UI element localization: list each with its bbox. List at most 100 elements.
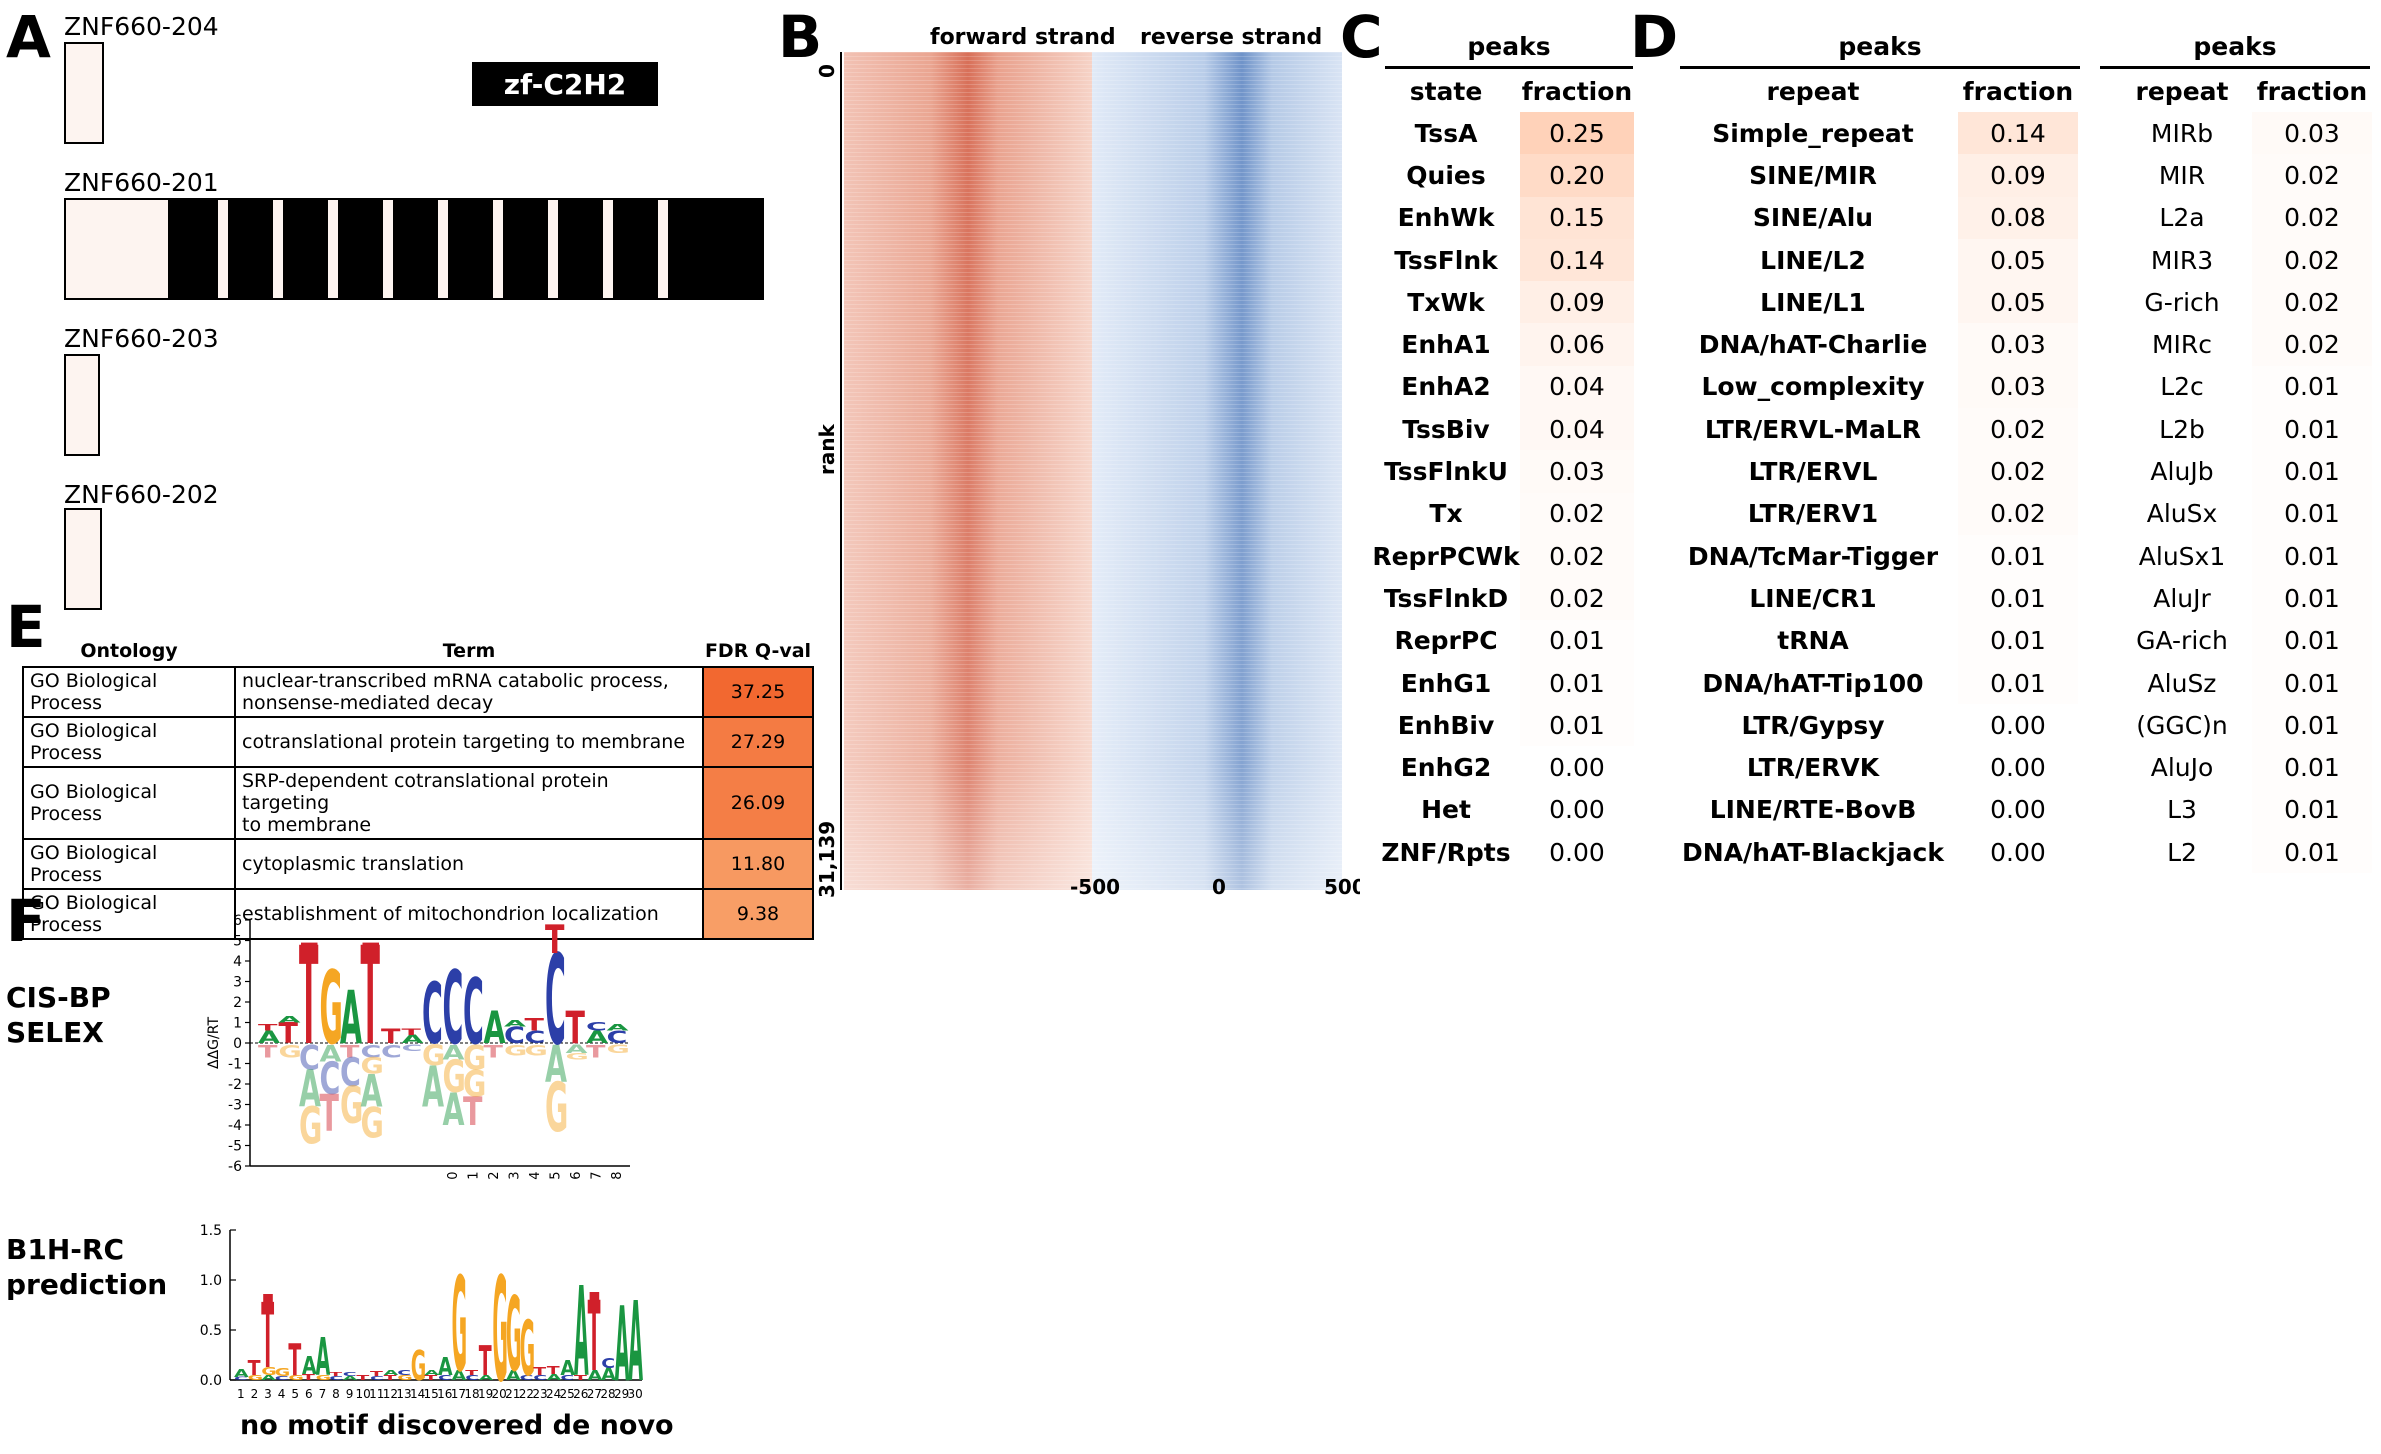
- table-row: LINE/L1 0.05: [1668, 281, 2078, 324]
- row-label: TssFlnkU: [1384, 457, 1508, 487]
- table-row: LTR/Gypsy 0.00: [1668, 704, 2078, 747]
- b1h-letter-A: A: [424, 1369, 439, 1377]
- ddg-letter-T: T: [320, 1084, 339, 1143]
- table-row: ReprPCWk 0.02: [1372, 534, 1634, 578]
- b1h-position: 8: [332, 1387, 340, 1401]
- ddg-letter-T: T: [566, 1001, 586, 1054]
- ddg-letter-T: T: [586, 1041, 605, 1061]
- col-repeat-family: repeat: [1766, 76, 1860, 106]
- row-fraction: 0.01: [2252, 492, 2372, 535]
- row-fraction: 0.00: [1958, 746, 2078, 789]
- row-label: MIRb: [2150, 118, 2214, 148]
- table-row: Het 0.00: [1372, 788, 1634, 832]
- go-fdr-qval: 27.29: [702, 716, 814, 768]
- ddg-tick: 4: [233, 954, 242, 970]
- row-label: AluSz: [2147, 668, 2217, 698]
- go-term: nuclear-transcribed mRNA catabolic proce…: [234, 666, 704, 718]
- b1h-position: 17: [451, 1387, 466, 1401]
- ddg-position: 12: [487, 1171, 502, 1180]
- panel-letter-a: A: [6, 3, 51, 71]
- row-fraction: 0.02: [1958, 408, 2078, 451]
- table-row: LTR/ERV1 0.02: [1668, 492, 2078, 535]
- b1h-letter-T: T: [329, 1371, 343, 1377]
- row-label: Het: [1421, 795, 1471, 825]
- row-fraction: 0.02: [1958, 492, 2078, 535]
- go-term: cytoplasmic translation: [234, 838, 704, 890]
- go-fdr-qval: 26.09: [702, 766, 814, 840]
- row-fraction: 0.03: [1520, 450, 1634, 493]
- table-row: MIR3 0.02: [2112, 238, 2372, 282]
- row-fraction: 0.01: [2252, 577, 2372, 620]
- isoform-label-203: ZNF660-203: [64, 324, 219, 353]
- row-label: AluSx1: [2138, 541, 2226, 571]
- go-ontology: GO Biological Process: [22, 838, 236, 890]
- table-row: AluJr 0.01: [2112, 577, 2372, 620]
- row-fraction: 0.01: [2252, 619, 2372, 662]
- row-label: LINE/CR1: [1749, 583, 1877, 613]
- b1h-position: 25: [560, 1387, 575, 1401]
- table-row: TssFlnk 0.14: [1372, 238, 1634, 282]
- b1h-letter-C: C: [370, 1375, 384, 1381]
- ddg-letter-C: C: [504, 1023, 525, 1049]
- go-term-row: GO Biological Process nuclear-transcribed…: [22, 666, 814, 718]
- row-fraction: 0.01: [2252, 831, 2372, 874]
- row-fraction: 0.00: [1520, 746, 1634, 789]
- ddg-letter-G: G: [566, 1052, 589, 1062]
- table-row: G-rich 0.02: [2112, 281, 2372, 324]
- b1h-letter-T: T: [574, 1374, 587, 1382]
- col-repeat-subfamily: repeat: [2135, 76, 2229, 106]
- row-label: EnhBiv: [1397, 710, 1495, 740]
- table-row: MIRc 0.02: [2112, 323, 2372, 366]
- table-row: MIR 0.02: [2112, 154, 2372, 197]
- ddg-letter-C: C: [586, 1021, 607, 1034]
- row-label: AluJr: [2153, 583, 2211, 613]
- row-fraction: 0.09: [1958, 154, 2078, 197]
- table-row: TssA 0.25: [1372, 112, 1634, 155]
- b1h-letter-A: A: [615, 1285, 630, 1405]
- table-row: AluJo 0.01: [2112, 746, 2372, 789]
- ddg-letter-C: C: [443, 949, 464, 1067]
- b1h-label: B1H-RC prediction: [6, 1232, 167, 1302]
- peaks-rule-d1: [1680, 66, 2080, 69]
- repeat-subfamily-table: repeat fraction MIRb 0.03 MIR 0.02 L2a 0.02 MIR…: [2112, 70, 2372, 874]
- ddg-letter-A: A: [545, 1035, 567, 1094]
- ddg-tick: -5: [228, 1139, 242, 1155]
- ddg-letter-G: G: [463, 1039, 486, 1078]
- row-label: AluJo: [2150, 753, 2214, 783]
- b1h-letter-A: A: [560, 1356, 575, 1380]
- ddg-letter-G: G: [443, 1050, 466, 1103]
- row-label: GA-rich: [2136, 626, 2228, 656]
- row-fraction: 0.00: [1520, 831, 1634, 874]
- ddg-letter-C: C: [299, 1039, 320, 1078]
- row-fraction: 0.01: [2252, 408, 2372, 451]
- isoform-bar-202: [64, 508, 102, 610]
- b1h-letter-T: T: [588, 1283, 601, 1394]
- b1h-letter-A: A: [588, 1368, 603, 1384]
- b1h-letter-A: A: [343, 1375, 358, 1381]
- row-label: DNA/hAT-Charlie: [1698, 330, 1928, 360]
- ddg-tick: 5: [233, 934, 242, 950]
- row-label: SINE/MIR: [1749, 160, 1877, 190]
- ddg-letter-A: A: [443, 1083, 465, 1136]
- row-label: EnhA2: [1401, 372, 1491, 402]
- ddg-letter-C: C: [402, 1044, 423, 1054]
- col-fraction: fraction: [1521, 76, 1633, 106]
- table-row: Simple_repeat 0.14: [1668, 112, 2078, 155]
- zf-linker: [658, 200, 668, 298]
- b1h-letter-T: T: [261, 1285, 274, 1389]
- row-fraction: 0.02: [1520, 492, 1634, 535]
- ddg-letter-G: G: [320, 949, 343, 1067]
- panel-letter-c: C: [1340, 3, 1383, 71]
- b1h-letter-C: C: [465, 1374, 479, 1382]
- b1h-letter-T: T: [370, 1370, 383, 1378]
- row-fraction: 0.03: [1958, 323, 2078, 366]
- row-fraction: 0.05: [1958, 281, 2078, 324]
- go-fdr-qval: 9.38: [702, 888, 814, 940]
- table-row: LTR/ERVL 0.02: [1668, 450, 2078, 493]
- ddg-letter-T: T: [402, 1027, 422, 1037]
- b1h-position: 24: [546, 1387, 561, 1401]
- b1h-tick: 0.0: [200, 1373, 222, 1389]
- row-label: Low_complexity: [1701, 372, 1925, 402]
- ddg-letter-A: A: [279, 1015, 302, 1025]
- row-fraction: 0.00: [1520, 788, 1634, 832]
